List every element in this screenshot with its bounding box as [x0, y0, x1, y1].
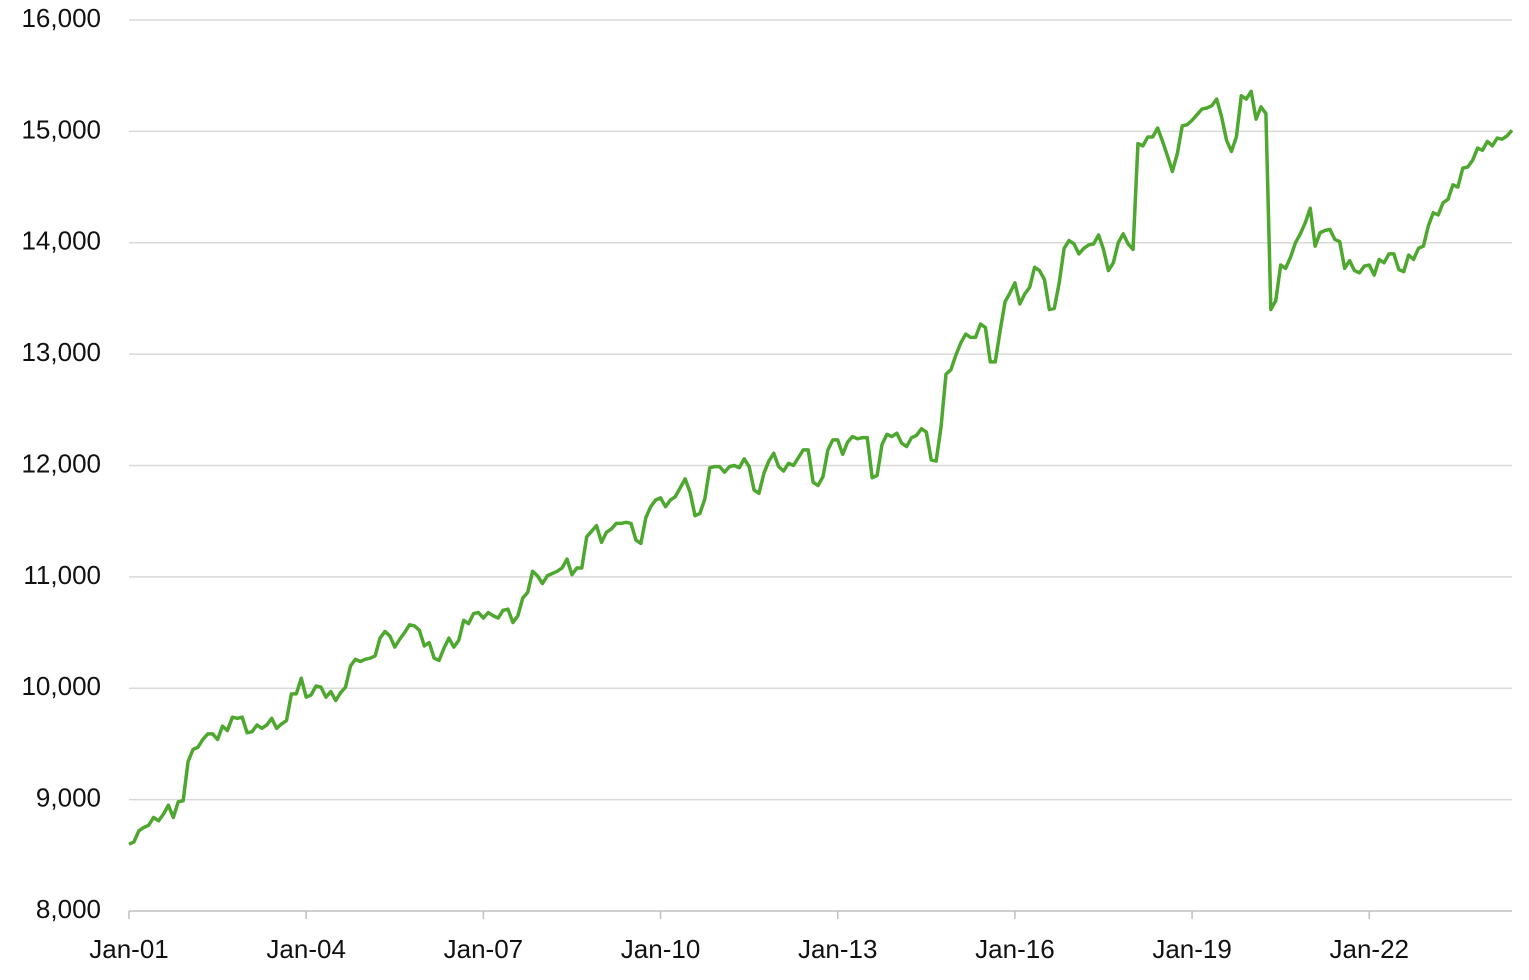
x-tick-label: Jan-16: [975, 934, 1055, 964]
y-tick-label: 9,000: [36, 783, 101, 813]
y-tick-label: 12,000: [21, 448, 101, 478]
x-tick-label: Jan-13: [798, 934, 878, 964]
y-tick-label: 15,000: [21, 114, 101, 144]
y-tick-label: 14,000: [21, 226, 101, 256]
y-tick-label: 8,000: [36, 894, 101, 924]
y-tick-label: 11,000: [23, 560, 101, 590]
y-tick-label: 13,000: [21, 337, 101, 367]
y-tick-label: 16,000: [21, 3, 101, 33]
data-line: [128, 89, 1514, 846]
x-tick-label: Jan-07: [444, 934, 524, 964]
x-tick-label: Jan-01: [89, 934, 169, 964]
y-tick-label: 10,000: [21, 671, 101, 701]
x-tick-label: Jan-04: [266, 934, 346, 964]
x-tick-label: Jan-19: [1152, 934, 1232, 964]
x-tick-label: Jan-10: [621, 934, 701, 964]
x-tick-label: Jan-22: [1330, 934, 1410, 964]
